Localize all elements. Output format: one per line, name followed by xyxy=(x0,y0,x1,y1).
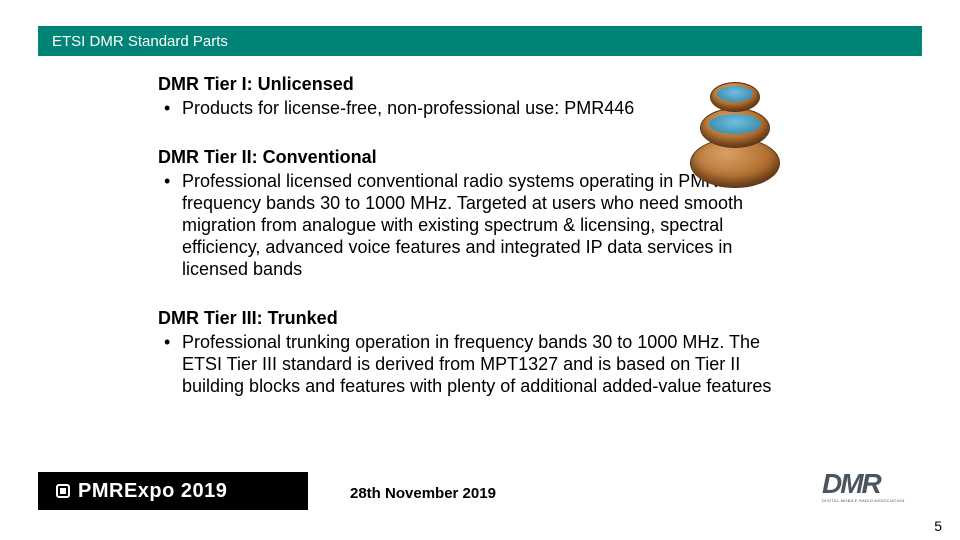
footer-date: 28th November 2019 xyxy=(350,485,496,502)
tier-3-title: DMR Tier III: Trunked xyxy=(158,308,798,329)
dmr-logo: DMR DIGITAL MOBILE RADIO ASSOCIATION xyxy=(822,468,922,508)
slide-header-title: ETSI DMR Standard Parts xyxy=(52,33,228,50)
pmr-expo-icon xyxy=(56,484,70,498)
tier-3-text: Professional trunking operation in frequ… xyxy=(182,331,792,397)
bullet-icon: • xyxy=(164,97,174,119)
bullet-icon: • xyxy=(164,170,174,192)
fountain-water-medium xyxy=(709,114,761,134)
tier-3-block: DMR Tier III: Trunked • Professional tru… xyxy=(158,308,798,397)
slide-footer: PMRExpo 2019 28th November 2019 DMR DIGI… xyxy=(0,462,960,510)
bullet-icon: • xyxy=(164,331,174,353)
fountain-water-small xyxy=(717,86,753,102)
slide-header-bar: ETSI DMR Standard Parts xyxy=(38,26,922,56)
tier-3-bullet-row: • Professional trunking operation in fre… xyxy=(158,331,798,397)
tier-1-text: Products for license-free, non-professio… xyxy=(182,97,634,119)
dmr-logo-subtitle: DIGITAL MOBILE RADIO ASSOCIATION xyxy=(822,498,922,503)
pmr-expo-label: PMRExpo 2019 xyxy=(78,480,227,503)
fountain-image xyxy=(680,68,790,188)
page-number: 5 xyxy=(934,518,942,534)
pmr-expo-logo: PMRExpo 2019 xyxy=(38,472,308,510)
dmr-logo-text: DMR xyxy=(822,468,880,499)
